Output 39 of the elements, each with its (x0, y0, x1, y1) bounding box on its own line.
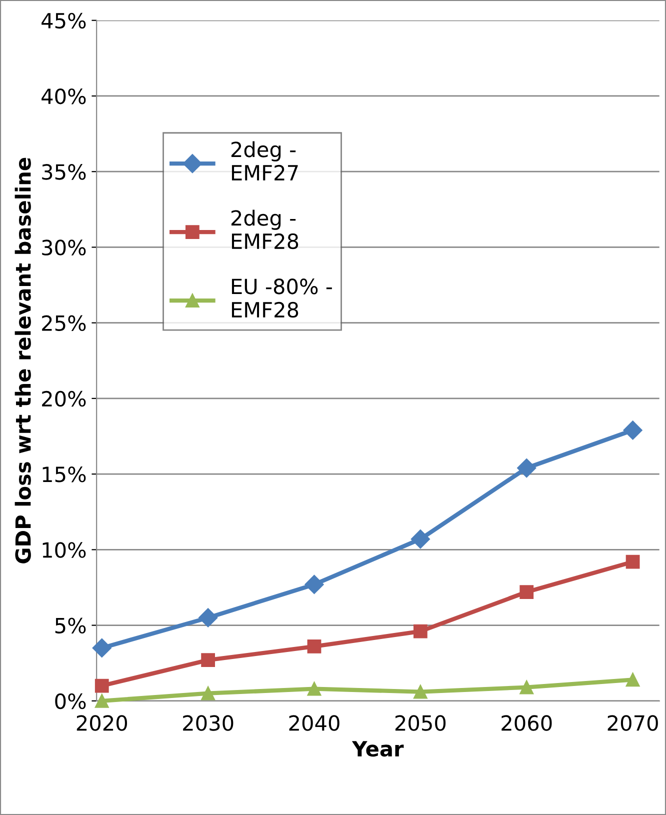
point (626, 554, 640, 569)
y-tick-label: 10% (42, 542, 86, 558)
legend-label: EU -80% - EMF28 (232, 278, 332, 318)
point (201, 686, 216, 700)
point (92, 638, 112, 658)
point (304, 574, 324, 594)
x-tick-label: 2050 (395, 715, 446, 731)
x-axis-title: Year (352, 741, 404, 757)
y-tick-label: 45% (42, 12, 86, 29)
point (413, 684, 428, 699)
point (517, 458, 536, 478)
point (410, 530, 430, 549)
x-tick-label: 2040 (289, 715, 340, 731)
x-tick-label: 2070 (608, 715, 658, 731)
y-tick-label: 5% (55, 618, 86, 634)
point (520, 585, 534, 599)
point (94, 694, 109, 708)
legend-label: 2deg - EMF28 (231, 210, 298, 250)
point (413, 624, 428, 638)
x-tick-label: 2060 (502, 715, 552, 731)
y-tick-label: 20% (42, 390, 86, 407)
point (520, 680, 534, 694)
y-tick-label: 40% (42, 88, 86, 104)
point (626, 672, 640, 687)
y-tick-label: 0% (55, 693, 86, 710)
point (94, 678, 109, 693)
y-axis-title: GDP loss wrt the relevant baseline (14, 158, 31, 564)
y-tick-label: 25% (42, 315, 86, 332)
point (307, 640, 322, 654)
point (201, 653, 216, 668)
y-tick-label: 35% (42, 164, 86, 180)
point (307, 682, 322, 696)
point (198, 608, 218, 628)
x-tick-label: 2030 (183, 715, 234, 731)
y-tick-label: 15% (42, 466, 86, 482)
x-tick-label: 2020 (76, 715, 128, 731)
y-tick-label: 30% (42, 240, 86, 256)
point (623, 420, 642, 440)
legend-label: 2deg - EMF27 (231, 141, 298, 180)
